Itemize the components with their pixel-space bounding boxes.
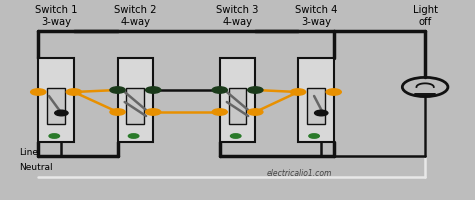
Circle shape [248, 87, 263, 93]
Circle shape [248, 109, 263, 115]
Circle shape [66, 89, 82, 95]
Bar [47, 88, 65, 124]
Text: Switch 3
4-way: Switch 3 4-way [216, 5, 259, 27]
Circle shape [110, 87, 125, 93]
Circle shape [326, 89, 341, 95]
Bar [219, 58, 256, 142]
Circle shape [212, 109, 228, 115]
Text: Switch 4
3-way: Switch 4 3-way [294, 5, 337, 27]
Bar [228, 88, 247, 124]
Bar [126, 88, 144, 124]
Circle shape [230, 134, 241, 138]
Circle shape [290, 89, 306, 95]
Circle shape [30, 89, 46, 95]
Bar [298, 58, 333, 142]
Text: Line: Line [19, 148, 38, 157]
Text: Neutral: Neutral [19, 163, 53, 172]
Bar [307, 88, 325, 124]
Circle shape [309, 134, 319, 138]
Bar [117, 58, 153, 142]
Circle shape [145, 87, 161, 93]
Text: electricalio1.com: electricalio1.com [266, 170, 332, 178]
Text: Switch 1
3-way: Switch 1 3-way [35, 5, 77, 27]
Bar [38, 58, 74, 142]
Circle shape [55, 110, 68, 116]
Text: Light
off: Light off [413, 5, 437, 27]
Text: Switch 2
4-way: Switch 2 4-way [114, 5, 157, 27]
Circle shape [110, 109, 125, 115]
Circle shape [212, 87, 228, 93]
Circle shape [145, 109, 161, 115]
Circle shape [49, 134, 59, 138]
Circle shape [128, 134, 139, 138]
Circle shape [314, 110, 328, 116]
